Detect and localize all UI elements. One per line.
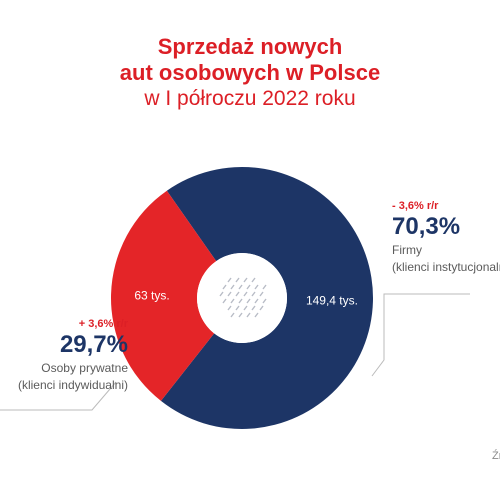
- pattern-dash: [235, 277, 240, 283]
- private-percent: 29,7%: [59, 331, 128, 358]
- pattern-dash: [259, 291, 264, 297]
- title-line-2: aut osobowych w Polsce: [119, 60, 381, 85]
- private-label: Osoby prywatne: [41, 361, 128, 375]
- slice-value-label-0: 149,4 tys.: [306, 294, 358, 308]
- pattern-dash: [262, 284, 267, 290]
- pattern-dash: [238, 284, 243, 290]
- firms-label: Firmy: [392, 243, 422, 257]
- pattern-dash: [254, 312, 259, 318]
- pattern-dash: [251, 277, 256, 283]
- donut-hole: [197, 253, 287, 343]
- private-callout: + 3,6% r/r 29,7% Osoby prywatne (klienci…: [0, 318, 128, 394]
- donut-slice-0: [160, 167, 373, 429]
- pattern-dash: [254, 298, 259, 304]
- pattern-dash: [235, 291, 240, 297]
- pattern-dash: [259, 305, 264, 311]
- pattern-dash: [235, 305, 240, 311]
- slice-value-label-1: 63 tys.: [134, 288, 169, 302]
- pattern-dash: [238, 312, 243, 318]
- pattern-dash: [251, 305, 256, 311]
- pattern-dash: [222, 298, 227, 304]
- pattern-dash: [243, 291, 248, 297]
- pattern-dash: [227, 291, 232, 297]
- pattern-dash: [254, 284, 259, 290]
- pattern-dash: [230, 284, 235, 290]
- pattern-dash: [230, 298, 235, 304]
- pattern-dash: [251, 291, 256, 297]
- title-line-3: w I półroczu 2022 roku: [144, 87, 356, 110]
- firms-sublabel: (klienci instytucjonalni): [392, 260, 500, 274]
- pattern-dash: [262, 298, 267, 304]
- pattern-dash: [227, 305, 232, 311]
- pattern-dash: [222, 284, 227, 290]
- private-leader-line: [0, 381, 117, 411]
- firms-callout: - 3,6% r/r 70,3% Firmy (klienci instytuc…: [392, 200, 500, 276]
- pattern-icon: [219, 277, 267, 318]
- firms-leader-line: [371, 293, 470, 377]
- pattern-dash: [219, 291, 224, 297]
- donut-slice-1: [111, 190, 217, 401]
- title-line-1: Sprzedaż nowych: [157, 34, 343, 59]
- private-change: + 3,6% r/r: [78, 318, 128, 330]
- source-note: Źródło: [492, 450, 500, 462]
- firms-percent: 70,3%: [392, 213, 461, 240]
- pattern-dash: [243, 305, 248, 311]
- pattern-dash: [246, 284, 251, 290]
- pattern-dash: [227, 277, 232, 283]
- pattern-dash: [230, 312, 235, 318]
- private-sublabel: (klienci indywidualni): [17, 378, 128, 392]
- chart-title: Sprzedaż nowych aut osobowych w Polsce w…: [0, 34, 500, 112]
- firms-change: - 3,6% r/r: [392, 200, 439, 212]
- pattern-dash: [246, 298, 251, 304]
- pattern-dash: [246, 312, 251, 318]
- pattern-dash: [243, 277, 248, 283]
- pattern-dash: [238, 298, 243, 304]
